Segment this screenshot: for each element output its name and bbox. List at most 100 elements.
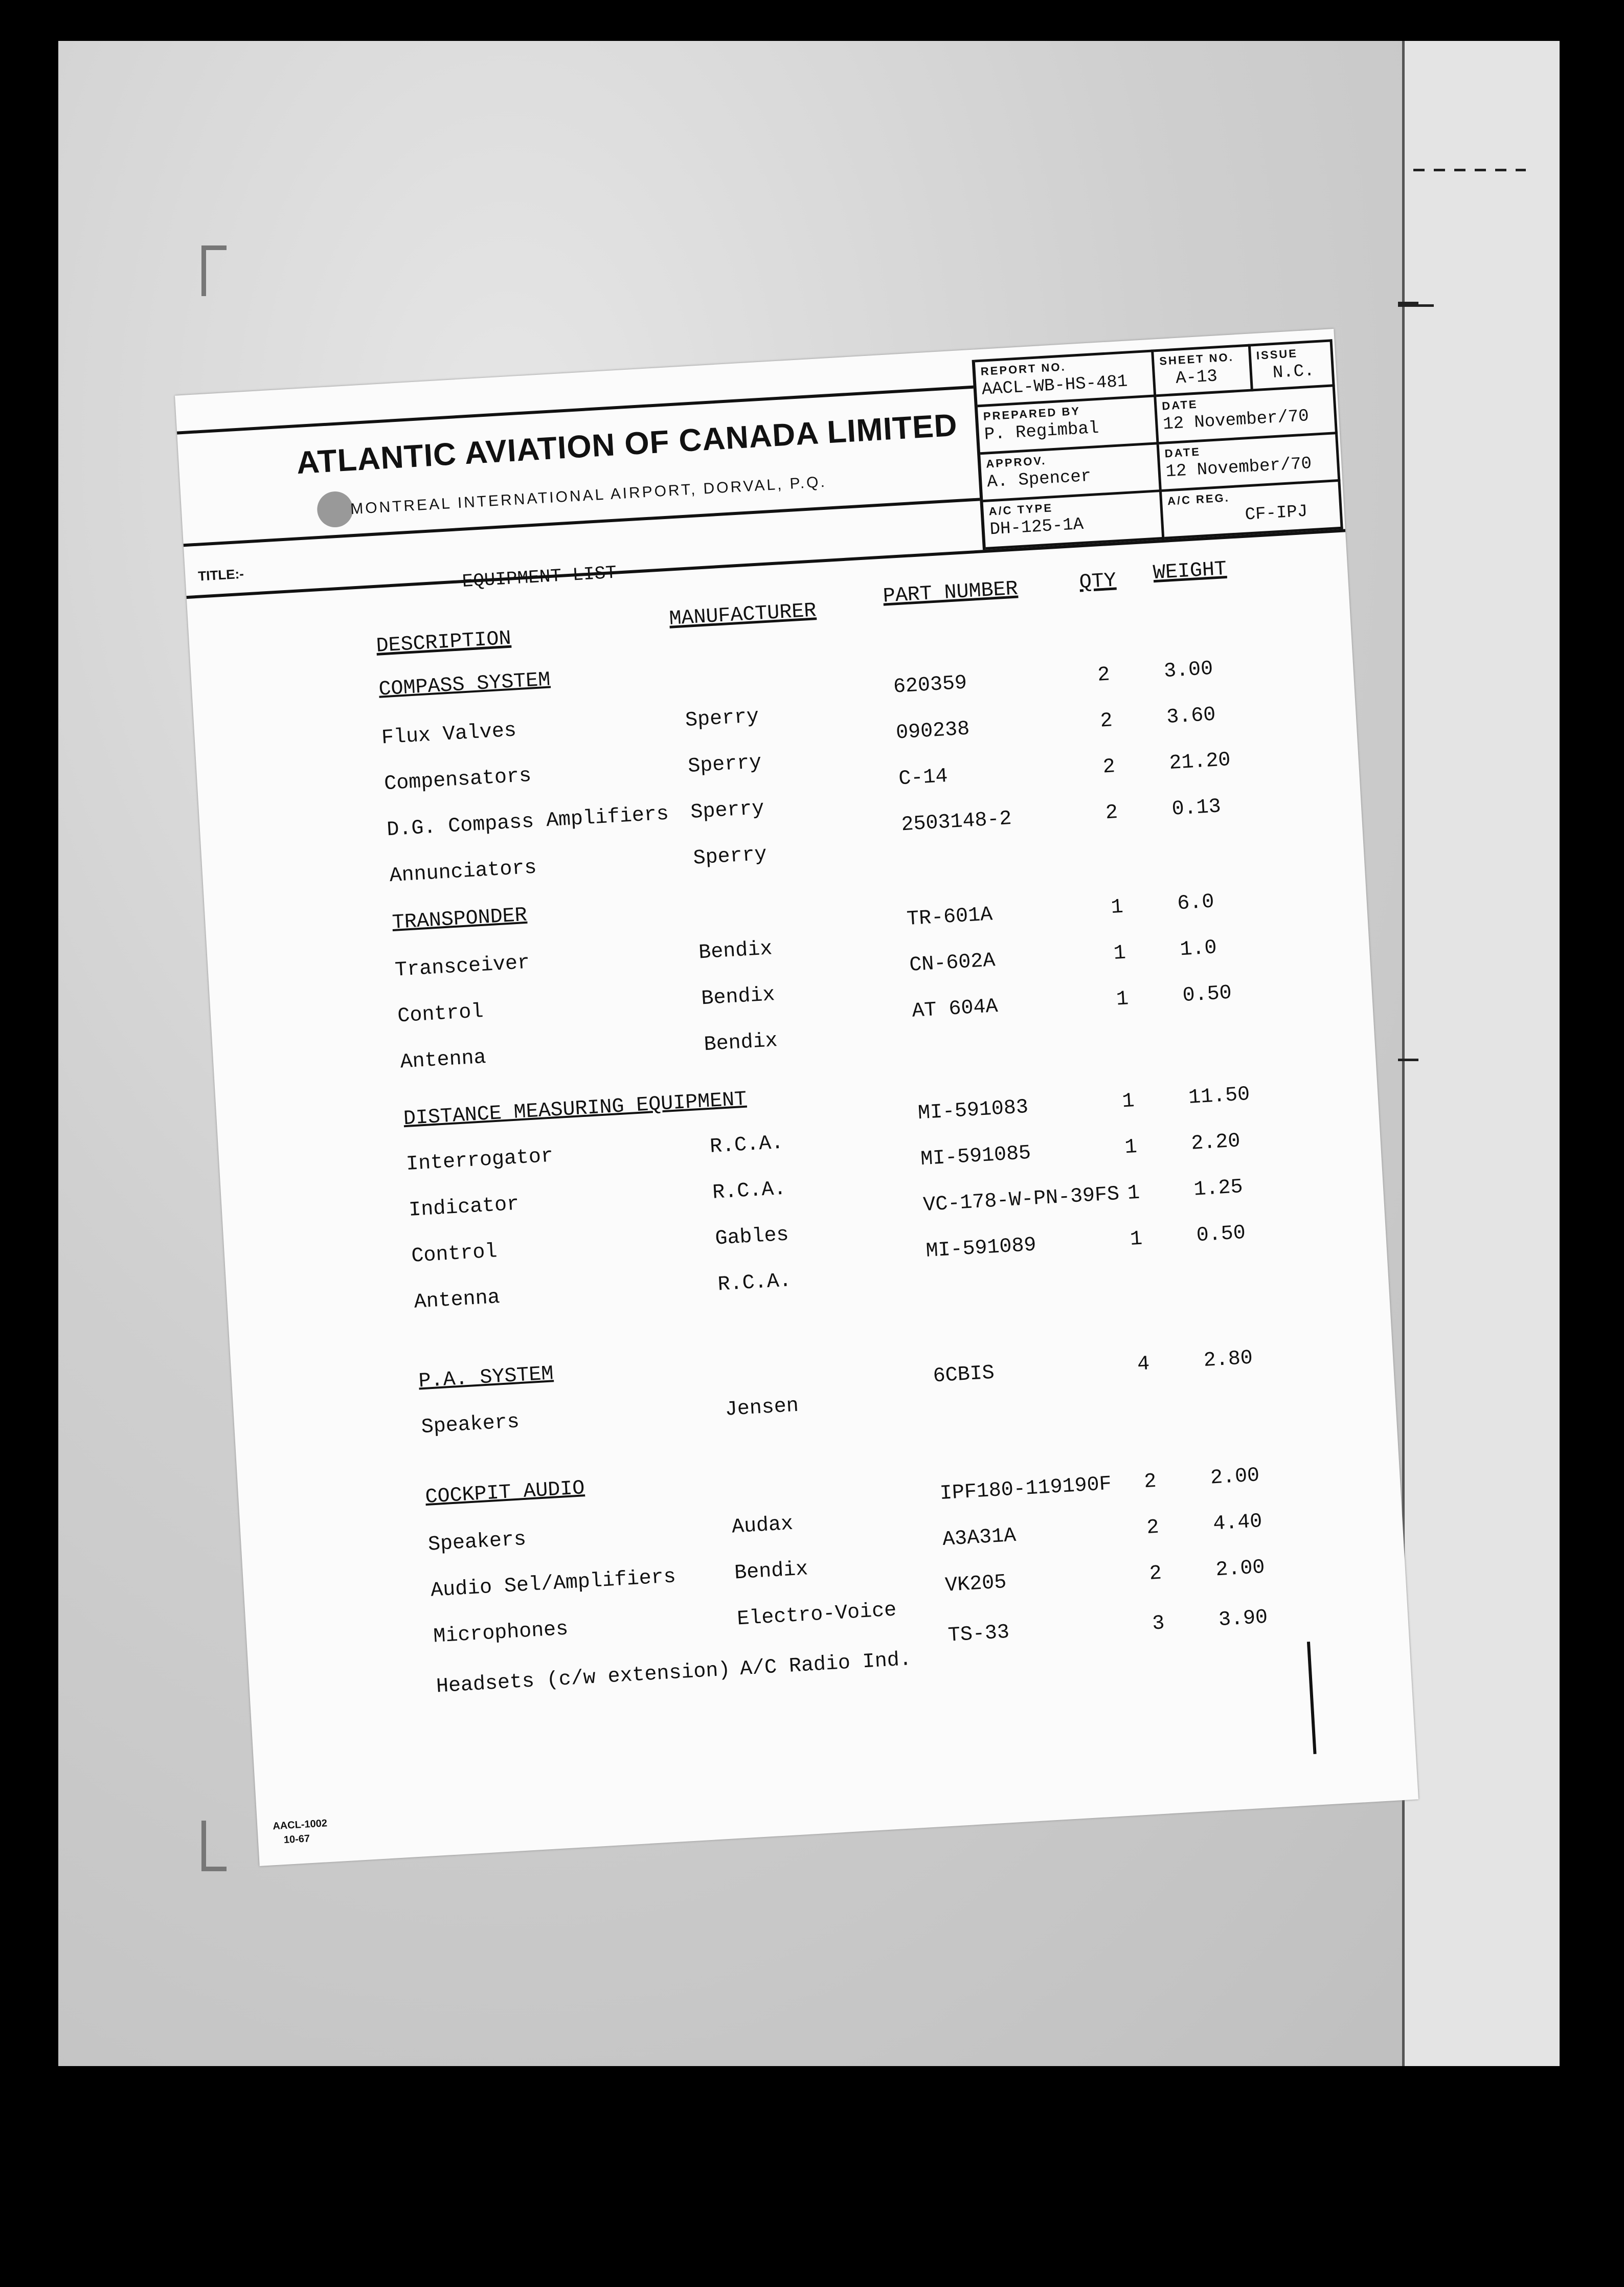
manufacturer-cell: Bendix xyxy=(703,1029,778,1057)
qty-cell: 2 xyxy=(1146,1516,1160,1540)
description-cell: Control xyxy=(397,1000,484,1028)
qty-cell: 2 xyxy=(1099,709,1113,733)
adjacent-page xyxy=(1405,41,1560,2066)
qty-cell: 1 xyxy=(1110,895,1124,920)
manufacturer-cell: Sperry xyxy=(687,751,762,779)
weight-cell: 2.00 xyxy=(1209,1464,1260,1490)
section-cell: DISTANCE MEASURING EQUIPMENT xyxy=(402,1088,748,1131)
weight-cell: 2.80 xyxy=(1203,1347,1254,1373)
section-cell: COCKPIT AUDIO xyxy=(424,1477,585,1510)
weight-cell: 4.40 xyxy=(1212,1510,1263,1536)
label: ISSUE xyxy=(1256,347,1298,362)
weight-cell: 1.25 xyxy=(1193,1176,1244,1202)
qty-cell: 2 xyxy=(1104,801,1119,825)
manufacturer-cell: Sperry xyxy=(692,843,768,870)
qty-cell: 1 xyxy=(1124,1135,1138,1160)
part-number-cell: CN-602A xyxy=(909,949,996,977)
form-number: AACL-1002 10-67 xyxy=(273,1816,329,1848)
equipment-list-form: ATLANTIC AVIATION OF CANADA LIMITED MONT… xyxy=(174,329,1419,1866)
manufacturer-cell: Bendix xyxy=(698,937,773,965)
description-cell: Compensators xyxy=(384,764,532,796)
info-block: REPORT NO. AACL-WB-HS-481 SHEET NO. A-13 I… xyxy=(972,339,1343,550)
description-cell: Flux Valves xyxy=(380,719,517,750)
part-number-cell: AT 604A xyxy=(911,995,999,1023)
qty-cell: 2 xyxy=(1143,1470,1157,1494)
description-cell: Microphones xyxy=(433,1618,569,1649)
crop-mark-bottom xyxy=(201,1821,227,1871)
manufacturer-cell: Sperry xyxy=(684,705,760,733)
qty-cell: 1 xyxy=(1113,941,1127,966)
description-cell: Annunciators xyxy=(389,856,537,888)
manufacturer-cell: R.C.A. xyxy=(717,1269,792,1297)
description-cell: Speakers xyxy=(420,1410,520,1440)
weight-cell: 0.13 xyxy=(1171,795,1222,821)
weight-cell: 3.90 xyxy=(1217,1606,1269,1632)
description-cell: Indicator xyxy=(408,1193,520,1222)
qty-cell: 1 xyxy=(1126,1181,1141,1206)
description-cell: Antenna xyxy=(413,1286,501,1314)
part-number-cell: 6CBIS xyxy=(932,1361,996,1388)
qty-cell: 1 xyxy=(1115,988,1130,1012)
manufacturer-cell: Audax xyxy=(731,1512,794,1539)
manufacturer-cell: Sperry xyxy=(690,797,765,824)
crop-mark-top xyxy=(201,245,227,296)
column-header-weight: WEIGHT xyxy=(1152,557,1228,586)
weight-cell: 0.50 xyxy=(1196,1221,1247,1248)
sheet-no-cell: SHEET NO. A-13 xyxy=(1153,344,1254,397)
manufacturer-cell: Bendix xyxy=(734,1558,809,1585)
section-cell: TRANSPONDER xyxy=(391,904,528,935)
weight-cell: 3.00 xyxy=(1163,657,1214,684)
label: SHEET NO. xyxy=(1159,350,1234,368)
manufacturer-cell: A/C Radio Ind. xyxy=(739,1648,913,1681)
weight-cell: 21.20 xyxy=(1168,749,1231,775)
description-cell: Transceiver xyxy=(394,951,531,982)
section-cell: P.A. SYSTEM xyxy=(418,1362,554,1394)
weight-cell: 6.0 xyxy=(1177,890,1215,916)
part-number-cell: TR-601A xyxy=(906,903,994,931)
description-cell: Headsets (c/w extension) xyxy=(435,1658,731,1699)
weight-cell: 2.00 xyxy=(1215,1556,1266,1582)
manufacturer-cell: Bendix xyxy=(701,983,776,1011)
description-cell: Control xyxy=(411,1240,498,1268)
weight-cell: 3.60 xyxy=(1166,703,1216,730)
edge-tick xyxy=(1398,1059,1418,1061)
sheet-no: A-13 xyxy=(1175,367,1218,389)
section-cell: COMPASS SYSTEM xyxy=(378,668,551,702)
title-label: TITLE:- xyxy=(197,566,244,584)
column-header-manufacturer: MANUFACTURER xyxy=(668,599,817,631)
weight-cell: 2.20 xyxy=(1190,1130,1241,1156)
manufacturer-cell: Gables xyxy=(714,1223,790,1251)
column-header-part-number: PART NUMBER xyxy=(882,577,1019,609)
description-cell: Interrogator xyxy=(405,1145,554,1177)
dashed-mark xyxy=(1413,169,1526,171)
description-cell: Speakers xyxy=(427,1528,527,1557)
company-name: ATLANTIC AVIATION OF CANADA LIMITED xyxy=(295,407,959,481)
column-header-description: DESCRIPTION xyxy=(375,627,512,658)
manufacturer-cell: R.C.A. xyxy=(709,1131,784,1159)
weight-cell: 0.50 xyxy=(1182,981,1232,1008)
document-title: EQUIPMENT LIST xyxy=(461,562,617,592)
weight-cell: 1.0 xyxy=(1179,936,1217,962)
issue-cell: ISSUE N.C. xyxy=(1250,339,1335,392)
part-number-cell: 090238 xyxy=(895,718,971,745)
manufacturer-cell: Jensen xyxy=(724,1394,800,1422)
qty-cell: 1 xyxy=(1129,1227,1143,1251)
edge-tick xyxy=(1398,302,1418,304)
company-logo xyxy=(316,490,354,529)
part-number-cell: VK205 xyxy=(944,1571,1007,1598)
rule xyxy=(183,498,980,547)
column-header-qty: QTY xyxy=(1078,569,1117,595)
page-edge-line xyxy=(1402,41,1405,2066)
weight-cell: 11.50 xyxy=(1188,1083,1251,1110)
part-number-cell: TS-33 xyxy=(947,1621,1010,1648)
manufacturer-cell: R.C.A. xyxy=(712,1177,787,1205)
qty-cell: 3 xyxy=(1152,1612,1165,1636)
manufacturer-cell: Electro-Voice xyxy=(736,1599,897,1631)
part-number-cell: A3A31A xyxy=(942,1524,1017,1552)
qty-cell: 2 xyxy=(1102,755,1116,779)
description-cell: Antenna xyxy=(399,1046,487,1074)
issue: N.C. xyxy=(1272,361,1315,384)
qty-cell: 2 xyxy=(1097,663,1111,687)
qty-cell: 2 xyxy=(1148,1562,1163,1586)
part-number-cell: C-14 xyxy=(898,765,949,791)
